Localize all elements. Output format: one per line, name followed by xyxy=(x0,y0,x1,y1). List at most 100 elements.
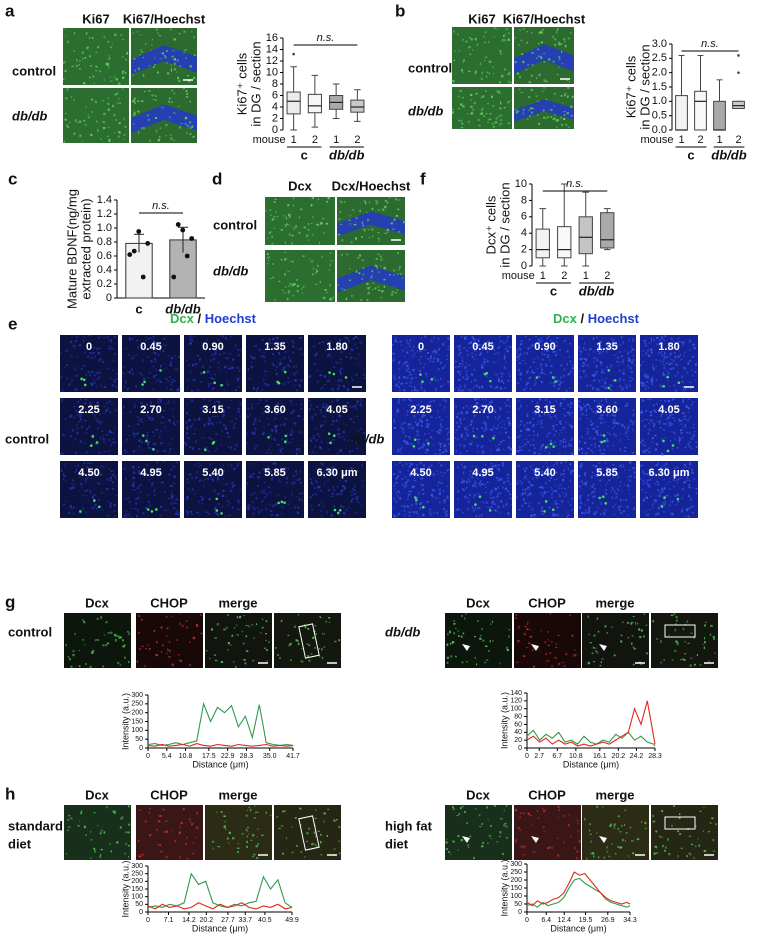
panel-letter: h xyxy=(5,784,15,803)
speck xyxy=(186,511,188,513)
speck xyxy=(292,345,294,347)
speck xyxy=(269,504,271,506)
speck xyxy=(585,364,586,366)
speck xyxy=(230,368,232,369)
speck xyxy=(565,124,567,125)
speck xyxy=(603,512,605,514)
speck xyxy=(145,820,147,822)
speck xyxy=(186,412,188,414)
speck xyxy=(299,385,300,387)
speck xyxy=(527,623,528,625)
speck xyxy=(164,55,166,56)
speck xyxy=(555,501,556,503)
speck xyxy=(424,335,426,337)
speck xyxy=(86,106,87,108)
speck xyxy=(253,513,255,515)
speck xyxy=(642,439,644,441)
speck xyxy=(493,362,495,363)
speck xyxy=(389,274,391,275)
speck xyxy=(396,215,398,217)
speck xyxy=(691,370,692,371)
speck xyxy=(160,127,162,128)
speck xyxy=(457,630,459,631)
speck xyxy=(94,100,95,101)
speck xyxy=(96,421,98,422)
speck xyxy=(569,343,571,344)
speck xyxy=(661,336,662,338)
speck xyxy=(358,354,359,356)
speck xyxy=(565,452,566,453)
speck xyxy=(112,474,114,476)
speck xyxy=(507,513,509,514)
speck xyxy=(160,515,162,516)
speck xyxy=(316,494,317,496)
speck xyxy=(135,69,137,71)
speck xyxy=(315,272,317,273)
speck xyxy=(409,385,411,386)
speck xyxy=(532,344,534,346)
speck xyxy=(524,443,526,445)
speck xyxy=(240,489,242,490)
speck xyxy=(690,665,692,667)
speck xyxy=(601,372,603,374)
speck xyxy=(570,480,571,482)
speck xyxy=(163,417,164,418)
speck xyxy=(380,256,381,258)
speck xyxy=(268,641,270,643)
speck xyxy=(645,388,646,390)
speck xyxy=(429,508,431,510)
speck xyxy=(510,505,512,506)
speck xyxy=(558,487,559,489)
speck xyxy=(564,40,565,42)
speck xyxy=(529,115,531,117)
speck xyxy=(105,451,106,453)
speck xyxy=(232,837,234,839)
speck xyxy=(321,441,323,443)
speck xyxy=(531,484,533,486)
image-header: Ki67/Hoechst xyxy=(503,11,586,26)
speck xyxy=(212,354,214,356)
speck xyxy=(405,347,406,348)
speck xyxy=(563,408,565,409)
speck xyxy=(564,357,565,358)
speck xyxy=(589,407,590,409)
speck xyxy=(341,288,343,289)
speck xyxy=(671,338,673,340)
depth-label: 6.30 μm xyxy=(317,467,358,479)
speck xyxy=(466,349,468,351)
speck xyxy=(457,366,459,368)
speck xyxy=(185,422,186,424)
speck xyxy=(568,487,570,488)
speck xyxy=(466,450,468,451)
speck xyxy=(669,422,671,423)
speck xyxy=(145,507,146,508)
speck xyxy=(476,663,477,665)
speck xyxy=(670,338,671,339)
speck xyxy=(261,510,263,511)
speck xyxy=(459,363,461,364)
speck xyxy=(620,465,622,467)
speck xyxy=(79,121,81,123)
speck xyxy=(91,383,93,385)
speck xyxy=(555,376,556,378)
speck xyxy=(326,621,327,623)
speck xyxy=(696,492,697,494)
speck xyxy=(171,68,172,70)
speck xyxy=(459,444,461,445)
speck xyxy=(430,436,432,438)
speck xyxy=(487,122,488,123)
speck xyxy=(682,381,684,383)
speck xyxy=(191,399,193,401)
speck xyxy=(213,490,215,492)
speck xyxy=(355,358,356,360)
micrograph xyxy=(514,613,581,668)
panel-letter: a xyxy=(5,1,15,20)
speck xyxy=(520,29,521,31)
speck xyxy=(592,451,593,453)
speck xyxy=(499,492,500,494)
speck xyxy=(356,496,358,497)
speck xyxy=(530,443,531,445)
speck xyxy=(588,494,589,496)
speck xyxy=(222,506,224,507)
speck xyxy=(526,428,527,430)
